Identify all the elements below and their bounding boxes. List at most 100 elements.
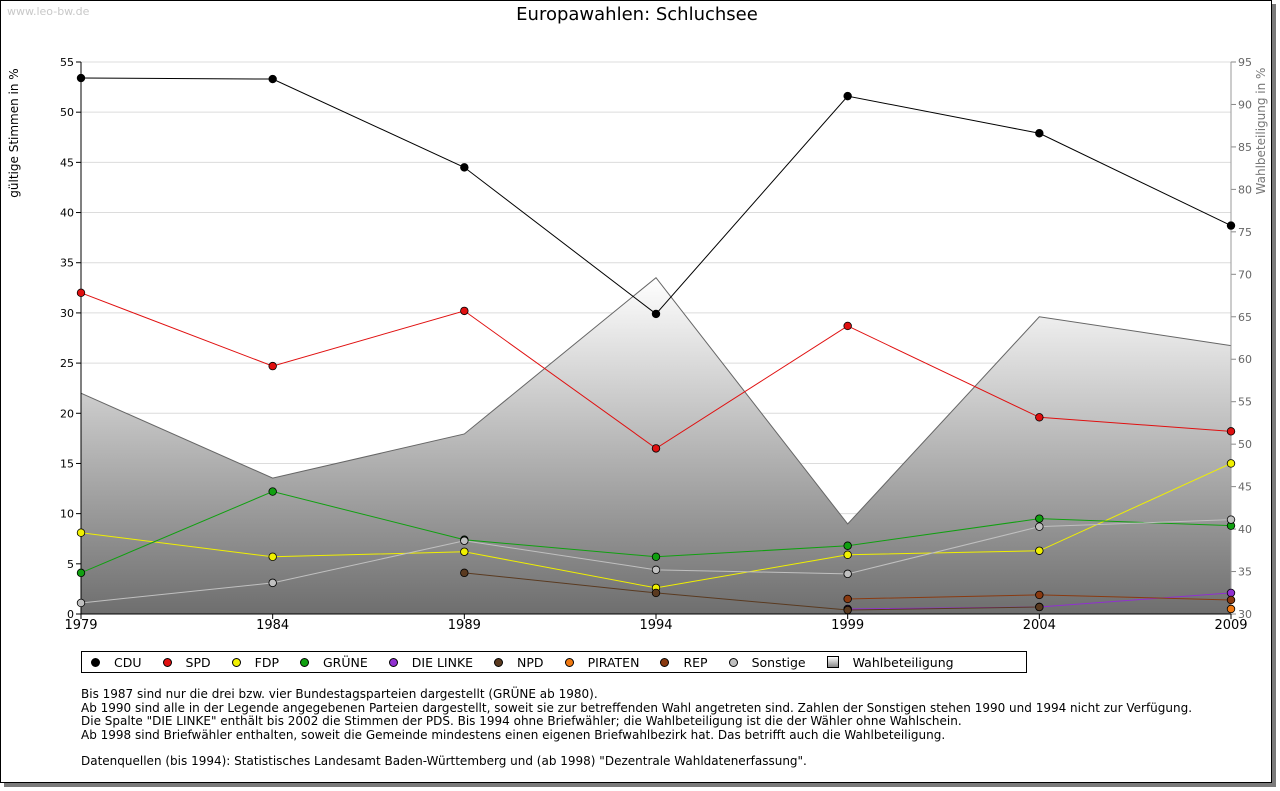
x-tick-label: 1984: [256, 618, 289, 633]
turnout-line: [80, 276, 1232, 525]
data-point-npd: [460, 568, 469, 578]
legend-marker: [826, 656, 839, 668]
note-line: Die Spalte "DIE LINKE" enthält bis 2002 …: [81, 714, 962, 728]
y2-tick-label: 55: [1238, 396, 1252, 409]
series-line-npd: [464, 572, 1040, 611]
y-axis-label: gültige Stimmen in %: [7, 68, 21, 197]
y-tick-label: 35: [60, 257, 74, 270]
watermark: www.leo-bw.de: [7, 5, 90, 18]
y2-tick-label: 65: [1238, 311, 1252, 324]
legend-item: DIE LINKE: [380, 655, 485, 670]
y2-tick-label: 75: [1238, 226, 1252, 239]
note-line: Bis 1987 sind nur die drei bzw. vier Bun…: [81, 687, 598, 701]
y2-tick-label: 50: [1238, 438, 1252, 451]
chart-title: Europawahlen: Schluchsee: [516, 4, 758, 25]
data-point-gr-ne: [76, 568, 86, 578]
data-point-cdu: [1226, 221, 1236, 230]
data-point-spd: [460, 306, 469, 316]
legend-marker: [91, 657, 100, 667]
data-point-gr-ne: [1035, 514, 1044, 523]
legend-item: SPD: [154, 655, 223, 670]
data-point-cdu: [268, 74, 277, 84]
x-tick-label: 1999: [831, 618, 864, 633]
y-tick-label: 45: [60, 156, 74, 169]
data-point-sonstige: [843, 569, 852, 579]
data-point-sonstige: [651, 565, 661, 575]
y2-tick-label: 80: [1238, 183, 1252, 196]
data-point-piraten: [1226, 604, 1236, 614]
data-point-spd: [268, 361, 277, 371]
x-tick-label: 2004: [1023, 618, 1056, 633]
legend-item: REP: [651, 655, 719, 670]
legend-marker: [231, 657, 241, 667]
legend-item: CDU: [82, 655, 154, 670]
data-point-spd: [651, 444, 661, 453]
y-tick-label: 30: [60, 307, 74, 320]
y2-tick-label: 45: [1238, 481, 1252, 494]
data-point-gr-ne: [651, 552, 661, 561]
data-point-npd: [843, 605, 852, 615]
data-point-cdu: [460, 163, 469, 172]
data-point-sonstige: [460, 536, 469, 545]
data-point-rep: [1035, 590, 1044, 600]
note-line: Ab 1990 sind alle in der Legende angegeb…: [81, 700, 1193, 715]
data-point-cdu: [843, 91, 852, 101]
data-point-spd: [1035, 413, 1044, 422]
data-point-npd: [1035, 602, 1044, 612]
notes: Bis 1987 sind nur die drei bzw. vier Bun…: [81, 687, 1193, 742]
y-tick-label: 10: [60, 508, 74, 521]
y2-tick-label: 35: [1238, 566, 1252, 579]
y-tick-label: 55: [60, 56, 74, 69]
data-point-cdu: [1035, 129, 1044, 138]
legend-label: REP: [683, 654, 708, 670]
legend-item: GRÜNE: [291, 655, 380, 670]
data-source: Datenquellen (bis 1994): Statistisches L…: [81, 754, 807, 768]
y2-tick-label: 40: [1238, 523, 1252, 536]
y-tick-label: 5: [67, 558, 74, 571]
data-point-gr-ne: [268, 487, 277, 496]
legend-marker: [388, 657, 398, 667]
y-tick-label: 20: [60, 407, 74, 420]
y2-tick-label: 85: [1238, 141, 1252, 154]
data-point-spd: [1226, 427, 1236, 436]
legend-label: SPD: [185, 654, 211, 670]
legend-label: NPD: [517, 654, 544, 670]
data-point-cdu: [651, 309, 661, 319]
data-point-fdp: [460, 547, 469, 556]
legend-item: PIRATEN: [556, 655, 652, 670]
y-tick-label: 15: [60, 457, 74, 470]
data-point-sonstige: [268, 578, 277, 588]
legend-marker: [162, 657, 172, 667]
x-tick-label: 1994: [639, 618, 672, 633]
legend-label: FDP: [254, 654, 279, 670]
data-point-fdp: [1226, 459, 1236, 468]
data-point-fdp: [268, 552, 277, 561]
y2-tick-label: 70: [1238, 268, 1252, 281]
data-point-fdp: [76, 528, 86, 537]
legend-label: CDU: [114, 654, 142, 670]
data-point-sonstige: [1226, 515, 1236, 524]
x-tick-label: 2009: [1214, 618, 1247, 633]
legend-item: NPD: [485, 655, 556, 670]
legend-marker: [494, 657, 504, 667]
legend-label: Wahlbeteiligung: [852, 654, 954, 670]
y2-tick-label: 95: [1238, 56, 1252, 69]
y-tick-label: 25: [60, 357, 74, 370]
legend-item: FDP: [223, 655, 291, 670]
legend-label: Sonstige: [751, 654, 806, 670]
legend-marker: [299, 657, 309, 667]
data-point-sonstige: [1035, 522, 1044, 531]
data-point-npd: [651, 588, 661, 598]
data-point-spd: [76, 288, 86, 298]
data-point-rep: [843, 594, 852, 604]
legend-marker: [660, 657, 670, 667]
legend-label: PIRATEN: [587, 654, 640, 670]
y2-tick-label: 30: [1238, 608, 1252, 621]
y-tick-label: 40: [60, 207, 74, 220]
legend-marker: [564, 657, 574, 667]
y2-tick-label: 90: [1238, 98, 1252, 111]
legend-label: GRÜNE: [322, 654, 368, 670]
y-tick-label: 0: [67, 608, 74, 621]
data-point-fdp: [1035, 546, 1044, 555]
